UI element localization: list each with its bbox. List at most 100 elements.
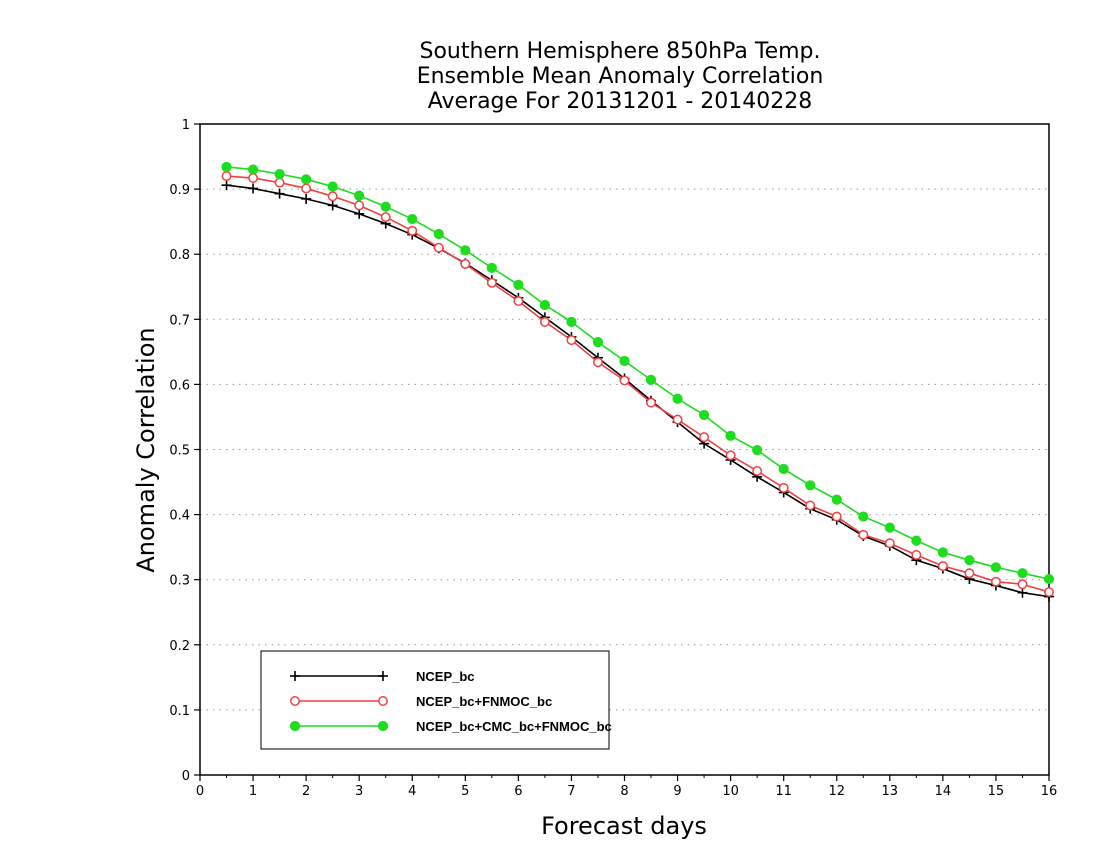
plus-marker bbox=[1017, 587, 1028, 598]
open-circle-marker bbox=[1044, 587, 1054, 598]
series-line bbox=[226, 184, 1050, 598]
x-tick-label: 14 bbox=[935, 784, 952, 799]
open-circle-marker bbox=[301, 183, 312, 194]
legend-label: NCEP_bc bbox=[416, 669, 475, 684]
y-tick-label: 0.1 bbox=[169, 704, 190, 719]
x-tick-label: 13 bbox=[882, 784, 899, 799]
series-line bbox=[226, 166, 1050, 580]
open-circle-marker bbox=[725, 450, 736, 461]
open-circle-marker bbox=[937, 561, 948, 571]
filled-circle-marker bbox=[289, 720, 301, 732]
plus-marker bbox=[274, 188, 285, 199]
legend-entry: NCEP_bc+FNMOC_bc bbox=[290, 694, 552, 709]
filled-circle-marker bbox=[247, 164, 259, 175]
filled-circle-marker bbox=[221, 161, 232, 173]
filled-circle-marker bbox=[725, 430, 736, 441]
data-series bbox=[221, 161, 1055, 602]
y-tick-label: 0.5 bbox=[169, 444, 190, 459]
open-circle-marker bbox=[221, 171, 232, 182]
open-circle-marker bbox=[378, 696, 388, 706]
open-circle-marker bbox=[433, 242, 444, 253]
x-tick-label: 11 bbox=[775, 784, 792, 799]
open-circle-marker bbox=[699, 432, 710, 443]
x-axis-ticks: 0 1 2 3 4 5 6 7 8 9 10 11 12 13 14 15 16 bbox=[196, 775, 1057, 799]
open-circle-marker bbox=[486, 277, 497, 288]
open-circle-marker bbox=[539, 316, 550, 327]
x-tick-label: 15 bbox=[988, 784, 1005, 799]
y-tick-label: 0.6 bbox=[169, 378, 190, 393]
y-tick-label: 0.7 bbox=[169, 313, 190, 328]
filled-circle-marker bbox=[937, 547, 948, 558]
open-circle-marker bbox=[513, 296, 524, 307]
y-tick-label: 0.4 bbox=[169, 509, 190, 524]
open-circle-marker bbox=[593, 357, 603, 368]
filled-circle-marker bbox=[539, 299, 551, 311]
chart-title: Southern Hemisphere 850hPa Temp.Ensemble… bbox=[417, 39, 824, 114]
filled-circle-marker bbox=[911, 535, 922, 546]
x-tick-label: 10 bbox=[722, 784, 739, 799]
x-tick-label: 5 bbox=[461, 784, 469, 799]
plus-marker bbox=[290, 671, 300, 681]
filled-circle-marker bbox=[672, 393, 683, 404]
open-circle-marker bbox=[752, 466, 763, 476]
filled-circle-marker bbox=[698, 409, 710, 421]
open-circle-marker bbox=[566, 335, 577, 346]
filled-circle-marker bbox=[805, 480, 816, 491]
filled-circle-marker bbox=[433, 228, 444, 240]
filled-circle-marker bbox=[645, 374, 657, 385]
x-tick-label: 7 bbox=[567, 784, 575, 799]
filled-circle-marker bbox=[486, 262, 497, 273]
y-tick-label: 0.2 bbox=[169, 639, 190, 654]
filled-circle-marker bbox=[566, 316, 577, 328]
filled-circle-marker bbox=[377, 720, 389, 732]
legend-entry: NCEP_bc bbox=[290, 669, 475, 684]
series-NCEP_bc+FNMOC_bc bbox=[221, 171, 1054, 598]
x-tick-label: 0 bbox=[196, 784, 204, 799]
x-tick-label: 3 bbox=[355, 784, 363, 799]
filled-circle-marker bbox=[990, 562, 1002, 573]
open-circle-marker bbox=[646, 397, 656, 408]
open-circle-marker bbox=[354, 200, 365, 211]
filled-circle-marker bbox=[327, 181, 338, 192]
x-tick-label: 12 bbox=[828, 784, 845, 799]
series-NCEP_bc+CMC_bc+FNMOC_bc bbox=[221, 161, 1055, 585]
plus-marker bbox=[378, 671, 388, 681]
filled-circle-marker bbox=[858, 511, 869, 522]
filled-circle-marker bbox=[752, 445, 763, 456]
y-tick-label: 0 bbox=[182, 769, 190, 784]
filled-circle-marker bbox=[964, 555, 975, 566]
filled-circle-marker bbox=[619, 355, 630, 367]
x-tick-label: 9 bbox=[673, 784, 681, 799]
open-circle-marker bbox=[380, 212, 391, 223]
open-circle-marker bbox=[911, 550, 922, 560]
open-circle-marker bbox=[248, 173, 259, 183]
filled-circle-marker bbox=[407, 213, 418, 225]
y-tick-label: 0.8 bbox=[169, 248, 190, 263]
filled-circle-marker bbox=[513, 279, 524, 290]
filled-circle-marker bbox=[301, 174, 312, 185]
open-circle-marker bbox=[672, 414, 683, 425]
legend: NCEP_bc NCEP_bc+FNMOC_bc NCEP_bc+CMC_bc+FN… bbox=[260, 650, 612, 750]
x-tick-label: 6 bbox=[514, 784, 522, 799]
legend-label: NCEP_bc+FNMOC_bc bbox=[416, 694, 552, 709]
filled-circle-marker bbox=[380, 201, 391, 212]
filled-circle-marker bbox=[831, 494, 842, 505]
y-tick-label: 0.3 bbox=[169, 574, 190, 589]
plus-marker bbox=[248, 183, 259, 194]
filled-circle-marker bbox=[884, 522, 895, 533]
y-tick-label: 1 bbox=[182, 118, 190, 133]
open-circle-marker bbox=[327, 191, 338, 202]
open-circle-marker bbox=[460, 259, 471, 269]
x-tick-label: 2 bbox=[302, 784, 310, 799]
x-axis-label: Forecast days bbox=[541, 812, 707, 840]
legend-entry: NCEP_bc+CMC_bc+FNMOC_bc bbox=[289, 719, 612, 734]
open-circle-marker bbox=[831, 511, 842, 522]
open-circle-marker bbox=[1017, 579, 1028, 590]
title-line: Ensemble Mean Anomaly Correlation bbox=[417, 64, 824, 89]
legend-box bbox=[260, 650, 610, 750]
filled-circle-marker bbox=[1043, 573, 1055, 585]
filled-circle-marker bbox=[592, 336, 604, 348]
filled-circle-marker bbox=[778, 463, 789, 475]
open-circle-marker bbox=[274, 177, 285, 188]
